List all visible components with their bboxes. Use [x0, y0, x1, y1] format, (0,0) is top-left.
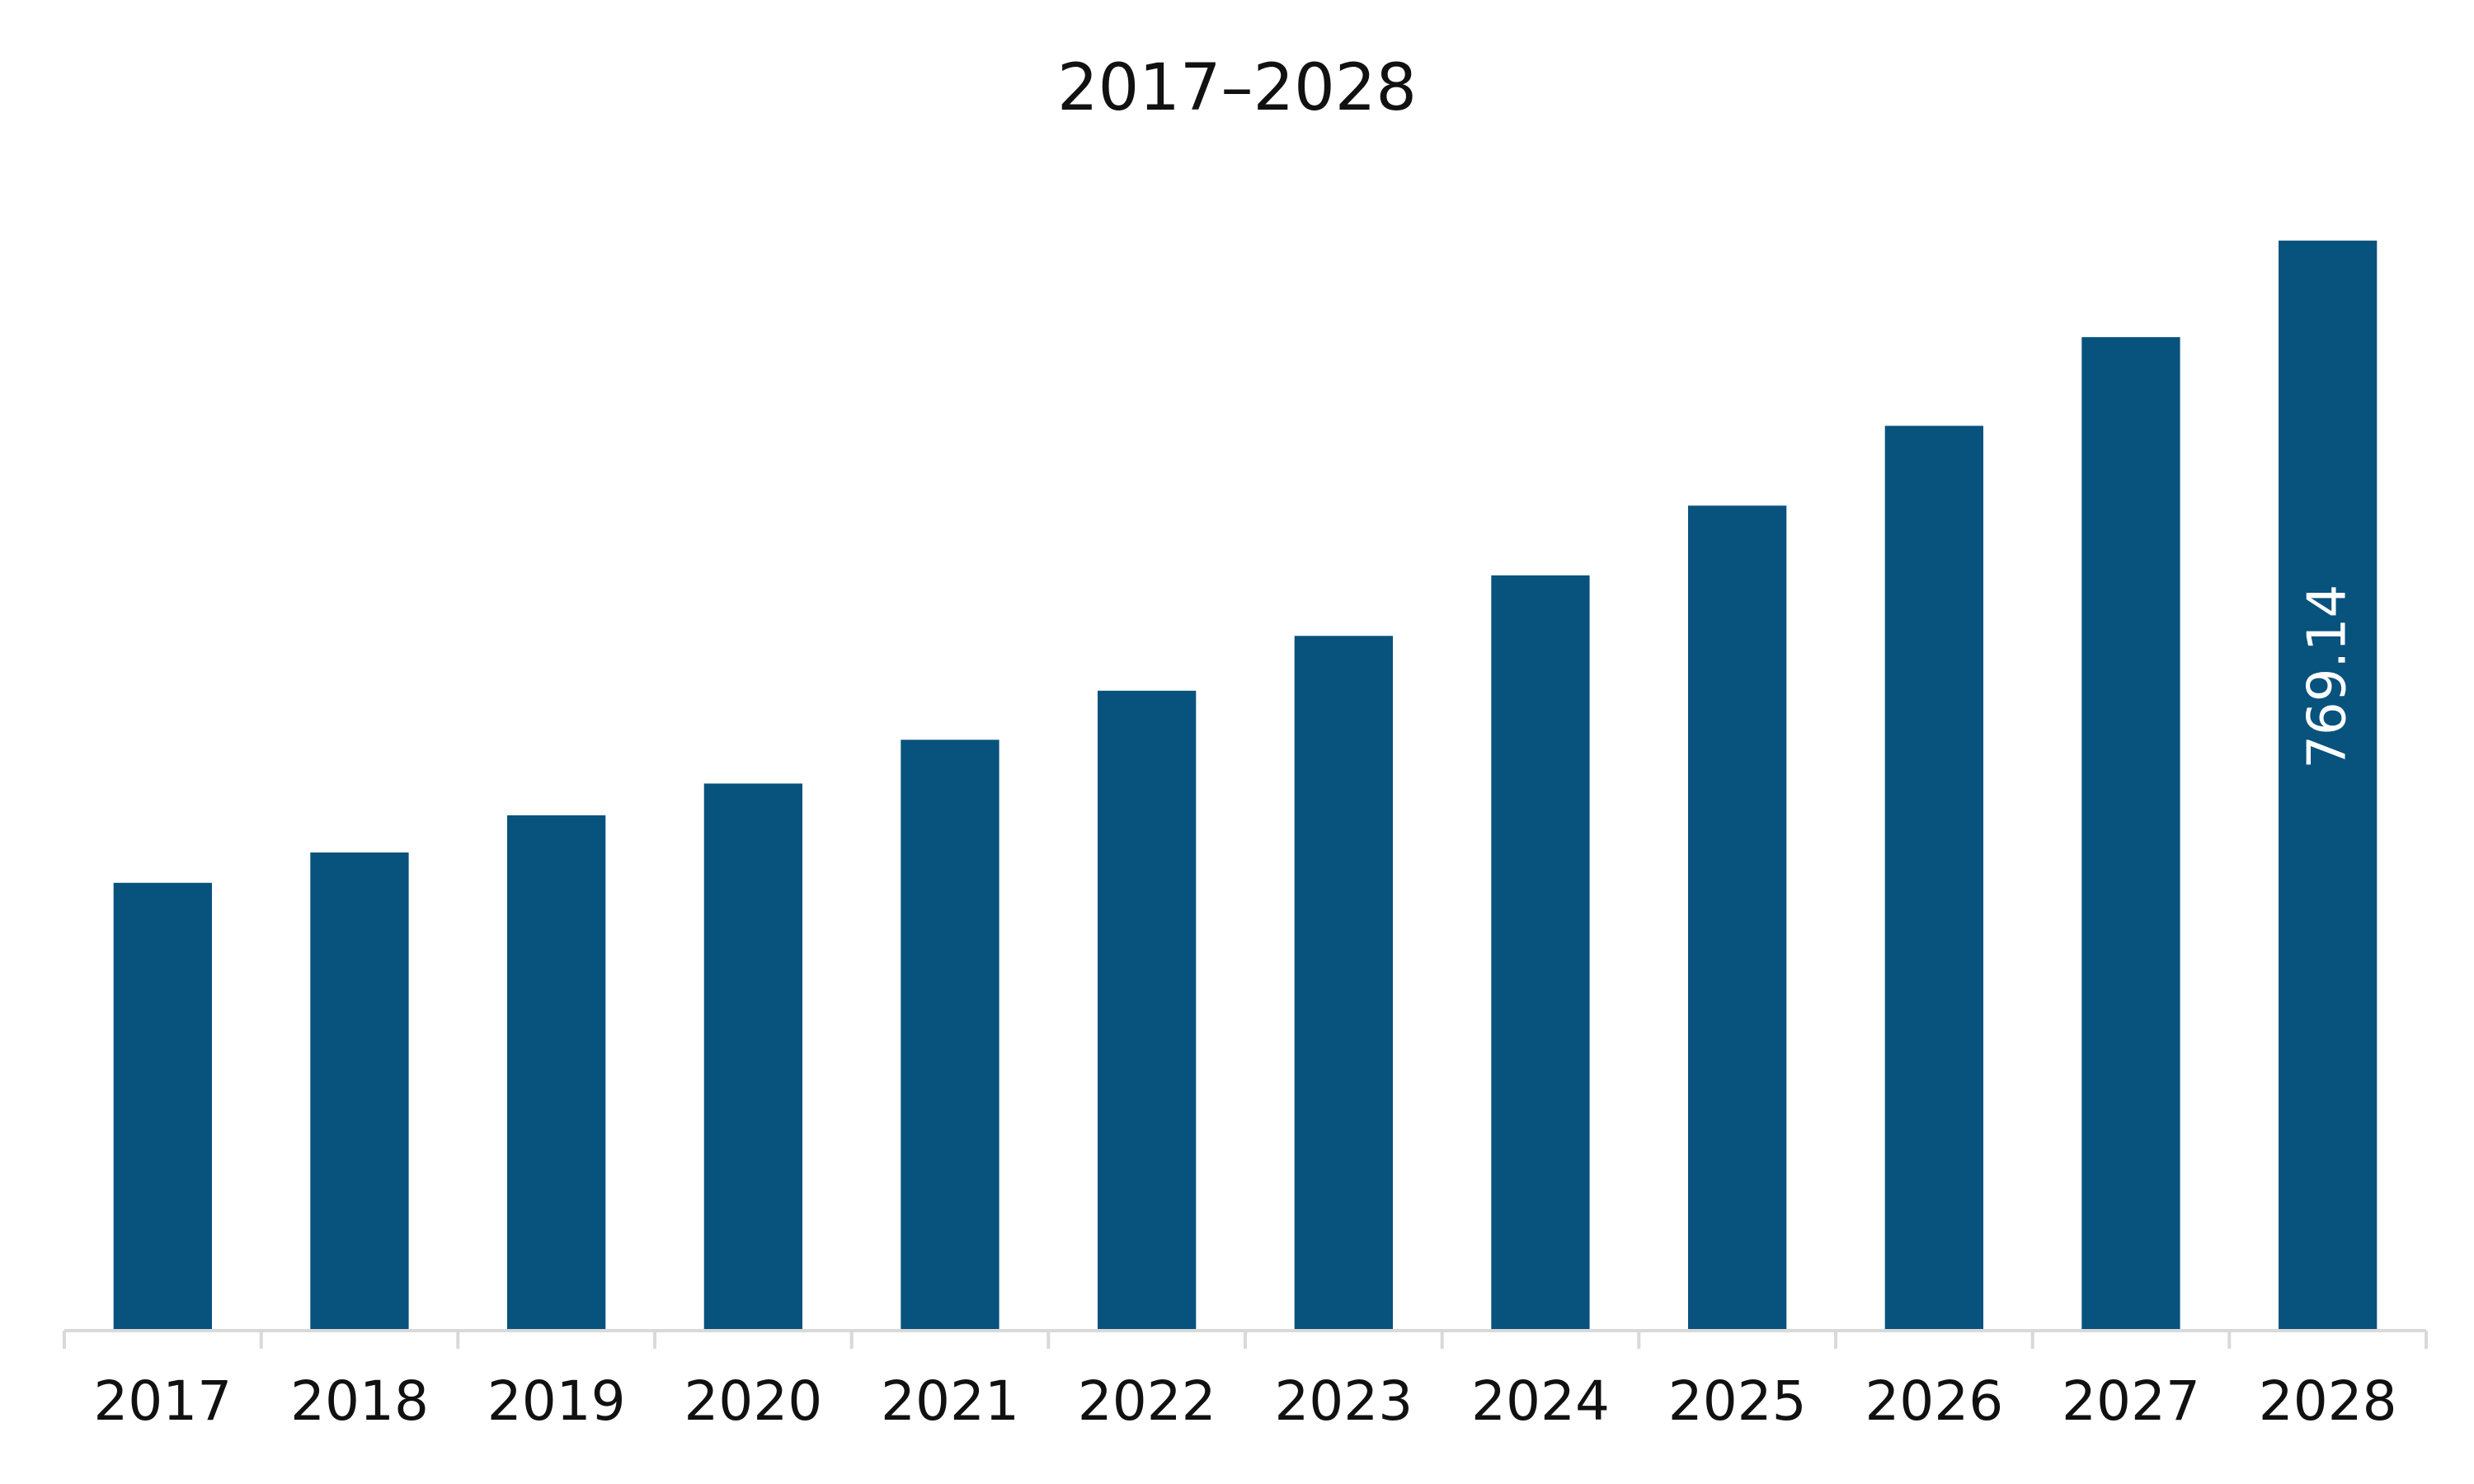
bar-2027: [2081, 336, 2180, 1331]
bar-2028: [2279, 240, 2378, 1331]
x-tick-label-2018: 2018: [290, 1369, 429, 1433]
x-tick-label-2025: 2025: [1668, 1369, 1807, 1433]
bar-2021: [901, 740, 999, 1331]
bar-2018: [310, 852, 409, 1331]
bar-2024: [1491, 575, 1590, 1331]
bar-2023: [1294, 636, 1393, 1331]
bar-2019: [507, 815, 606, 1331]
x-tick-label-2022: 2022: [1078, 1369, 1216, 1433]
x-tick-label-2028: 2028: [2259, 1369, 2397, 1433]
x-tick-label-2023: 2023: [1274, 1369, 1413, 1433]
x-axis: [63, 1329, 2428, 1349]
chart-title: 2017–2028: [1056, 51, 1417, 125]
x-tick-label-2020: 2020: [684, 1369, 822, 1433]
bar-2025: [1688, 505, 1787, 1331]
bar-2020: [703, 783, 802, 1331]
x-tick-label-2026: 2026: [1865, 1369, 2003, 1433]
x-tick-label-2021: 2021: [881, 1369, 1019, 1433]
bars: [113, 240, 2378, 1331]
x-tick-label-2027: 2027: [2062, 1369, 2200, 1433]
x-tick-label-2024: 2024: [1471, 1369, 1610, 1433]
data-labels: 769.14: [2298, 585, 2359, 769]
bar-2026: [1884, 425, 1983, 1331]
bar-2022: [1098, 690, 1197, 1331]
x-tick-labels: 2017 2018 2019 2020 2021 2022 2023 2024 2025 2026…: [93, 1369, 2396, 1433]
x-tick-label-2019: 2019: [487, 1369, 626, 1433]
x-tick-label-2017: 2017: [93, 1369, 232, 1433]
bar-2017: [113, 882, 212, 1331]
data-label-2028: 769.14: [2298, 585, 2359, 769]
